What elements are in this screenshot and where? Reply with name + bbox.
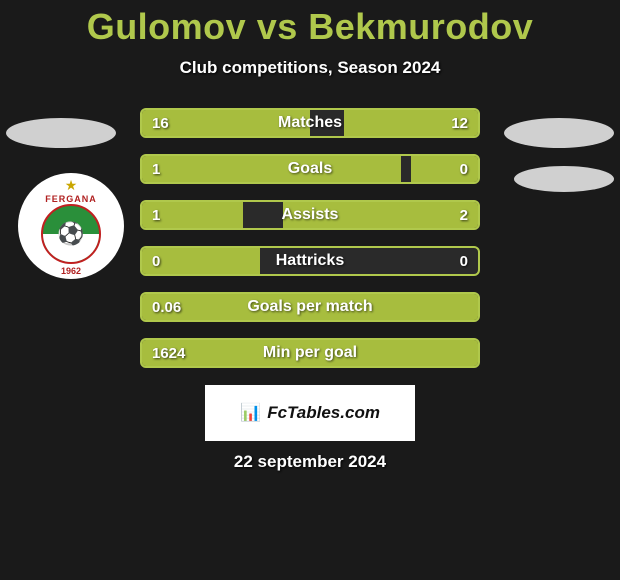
player-right-photo-placeholder-2 bbox=[514, 166, 614, 192]
soccer-ball-icon: ⚽ bbox=[57, 221, 84, 247]
badge-year: 1962 bbox=[61, 266, 81, 276]
team-badge-left: ★ FERGANA ⚽ 1962 bbox=[18, 173, 124, 279]
badge-inner-circle: ⚽ bbox=[41, 204, 101, 264]
badge-top-text: FERGANA bbox=[45, 194, 97, 204]
stat-row: 0.06Goals per match bbox=[140, 292, 480, 322]
stat-row: 12Assists bbox=[140, 200, 480, 230]
date-text: 22 september 2024 bbox=[0, 452, 620, 472]
stat-label: Hattricks bbox=[142, 248, 478, 274]
attribution-badge: 📊 FcTables.com bbox=[205, 385, 415, 441]
stat-row: 10Goals bbox=[140, 154, 480, 184]
player-right-photo-placeholder bbox=[504, 118, 614, 148]
stat-row: 1624Min per goal bbox=[140, 338, 480, 368]
page-subtitle: Club competitions, Season 2024 bbox=[0, 58, 620, 78]
stat-label: Assists bbox=[142, 202, 478, 228]
stat-label: Matches bbox=[142, 110, 478, 136]
stat-row: 00Hattricks bbox=[140, 246, 480, 276]
attribution-text: FcTables.com bbox=[267, 403, 380, 423]
stat-rows-container: 1612Matches 10Goals 12Assists 00Hattricks 0.… bbox=[140, 108, 480, 384]
stat-row: 1612Matches bbox=[140, 108, 480, 138]
page-title: Gulomov vs Bekmurodov bbox=[0, 0, 620, 48]
star-icon: ★ bbox=[65, 177, 78, 194]
stat-label: Goals per match bbox=[142, 294, 478, 320]
player-left-photo-placeholder bbox=[6, 118, 116, 148]
chart-icon: 📊 bbox=[240, 403, 261, 423]
stat-label: Min per goal bbox=[142, 340, 478, 366]
stat-label: Goals bbox=[142, 156, 478, 182]
